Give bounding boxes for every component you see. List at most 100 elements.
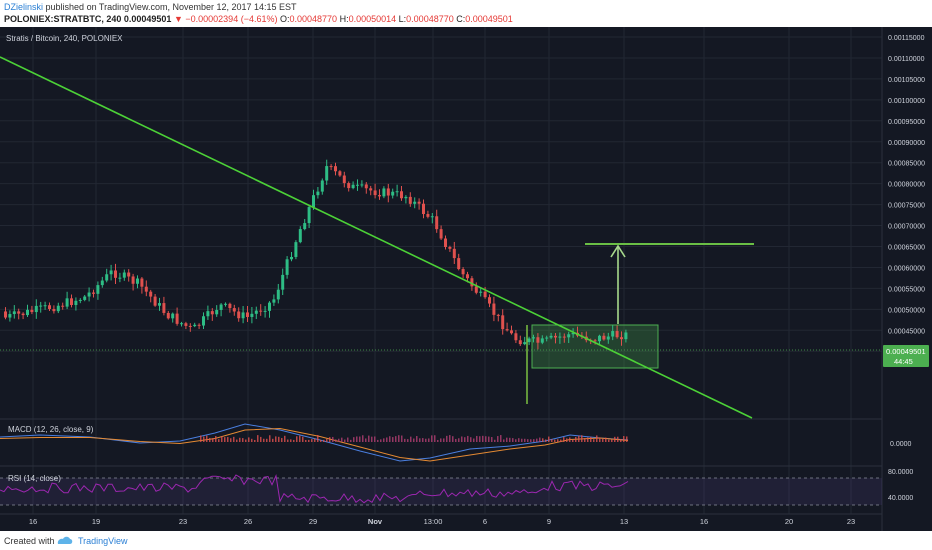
candle-body [61,305,65,307]
candle-body [448,247,452,249]
candle-body [452,248,456,259]
candle-body [83,296,87,300]
macd-bar [515,439,517,442]
macd-bar [395,436,397,442]
macd-bar [512,438,514,442]
candle-body [593,340,597,342]
price-tick: 0.00065000 [888,245,925,252]
macd-bar [494,439,496,442]
candle-body [144,286,148,292]
macd-bar [539,437,541,442]
macd-bar [326,438,328,442]
candle-body [562,336,566,338]
candle-body [536,337,540,343]
down-arrow-icon: ▼ [173,14,183,24]
candle-body [184,323,188,326]
macd-bar [365,438,367,442]
tradingview-link[interactable]: TradingView [78,536,128,546]
time-axis[interactable]: 16 19 23 26 29 Nov 13:00 6 9 13 16 20 23 [29,517,855,526]
rsi-80-tick: 80.0000 [888,469,913,476]
candles [4,159,628,350]
candle-body [532,337,535,339]
candle-body [298,229,302,243]
macd-bar [452,436,454,442]
price-badge-value: 0.00049501 [886,347,926,356]
time-tick: 20 [785,517,793,526]
macd-bar [449,435,451,442]
time-tick: 23 [179,517,187,526]
candle-body [404,196,408,199]
macd-bar [404,438,406,442]
candle-body [114,270,117,278]
price-tick: 0.00085000 [888,161,925,168]
candle-body [360,184,364,186]
candle-body [197,324,201,326]
macd-bar [287,439,289,442]
candle-body [501,315,505,330]
macd-bar [386,437,388,442]
macd-bar [401,435,403,442]
time-tick: 29 [309,517,317,526]
macd-bar [479,436,481,442]
candle-body [43,305,47,307]
candle-body [373,190,377,196]
macd-bar [248,437,250,442]
macd-bar [455,438,457,442]
candle-body [70,298,73,305]
macd-bar [398,435,400,442]
chart-canvas[interactable]: 0.00115000 0.00110000 0.00105000 0.00100000… [0,27,932,541]
price-change: −0.00002394 (−4.61%) [185,14,278,24]
published-text: published on TradingView.com, November 1… [45,2,297,12]
macd-bar [587,437,589,442]
macd-bar [317,435,319,442]
candle-body [193,324,197,327]
time-tick: 16 [700,517,708,526]
low-label: L: [398,14,407,24]
macd-bar [503,439,505,442]
macd-bar [554,439,556,442]
candle-body [527,338,531,343]
macd-bar [407,439,409,442]
macd-bar [596,435,598,442]
candle-body [369,188,373,191]
candle-body [549,335,553,338]
candle-body [545,337,549,339]
candle-body [413,201,417,204]
candle-body [598,335,601,342]
price-tick: 0.00045000 [888,328,925,335]
macd-bar [581,435,583,442]
candle-body [188,325,192,327]
macd-bar [260,436,262,442]
macd-bar [416,436,418,442]
price-tick: 0.00110000 [888,56,925,63]
price-axis[interactable]: 0.00115000 0.00110000 0.00105000 0.00100000… [888,35,925,356]
candle-body [329,166,333,168]
high-label: H: [339,14,349,24]
macd-bar [215,436,217,442]
candle-body [400,191,403,199]
trendline[interactable] [0,56,753,419]
macd-bar [209,437,211,442]
candle-body [488,297,491,304]
candle-body [620,337,623,340]
macd-bar [341,437,343,442]
candle-body [474,286,478,293]
candle-body [254,310,258,314]
macd-bar [599,437,601,442]
author-link[interactable]: DZielinski [4,2,44,12]
macd-bar [356,436,358,442]
candle-body [131,276,135,284]
macd-bar [308,439,310,442]
macd-bar [311,439,313,442]
macd-bar [323,439,325,442]
candle-body [259,310,263,312]
candle-body [56,305,60,312]
candle-body [100,280,104,286]
macd-bar [392,437,394,442]
macd-bar [410,436,412,442]
chart-area[interactable]: 0.00115000 0.00110000 0.00105000 0.00100000… [0,27,932,541]
consolidation-box[interactable] [531,324,659,369]
price-tick: 0.00060000 [888,265,925,272]
candle-body [312,195,315,208]
target-arrow[interactable] [610,244,626,324]
